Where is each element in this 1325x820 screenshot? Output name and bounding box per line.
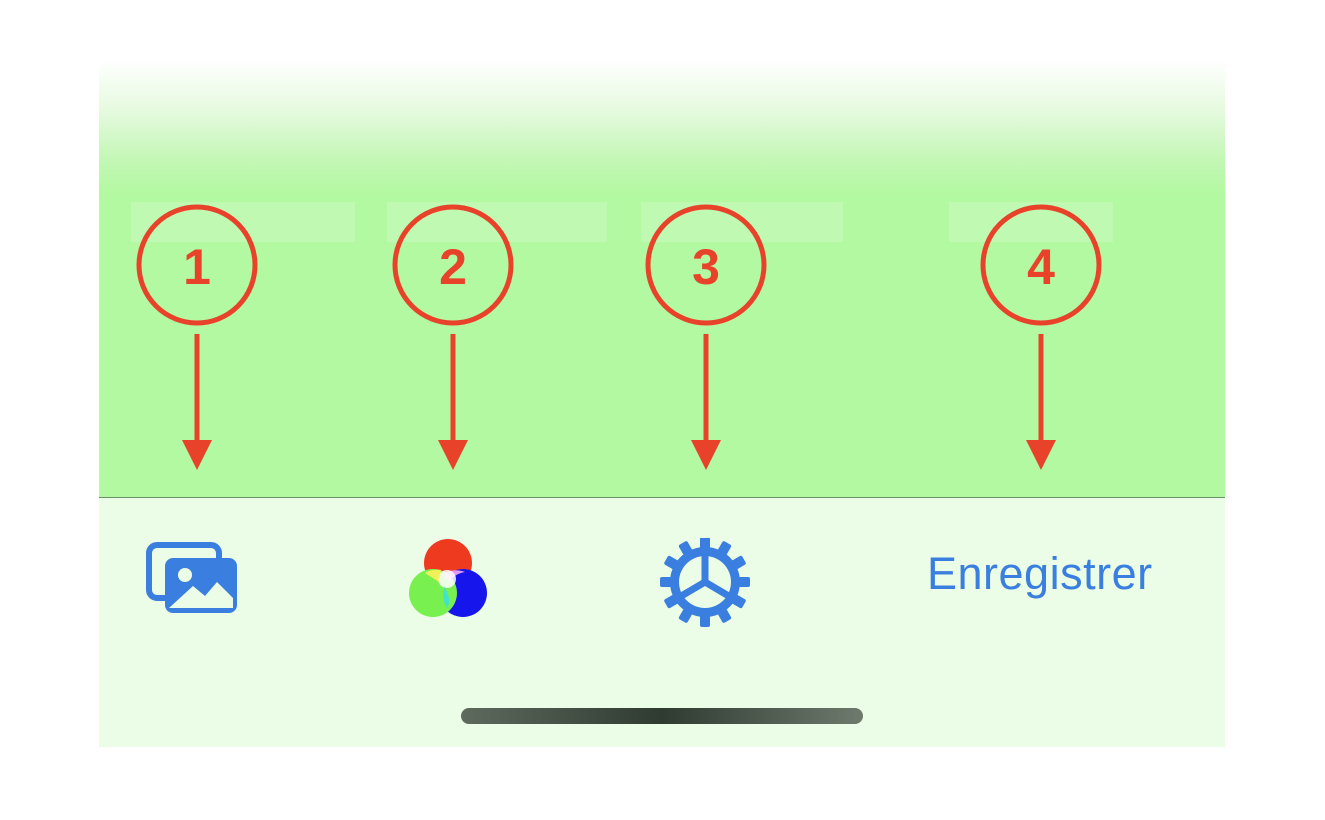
gear-icon — [660, 537, 750, 627]
app-screen: Enregistrer — [99, 60, 1225, 747]
bottom-toolbar: Enregistrer — [99, 497, 1225, 747]
photos-icon — [146, 542, 237, 613]
placeholder-block — [387, 202, 607, 242]
save-button[interactable]: Enregistrer — [927, 548, 1153, 599]
colors-button[interactable] — [405, 538, 489, 622]
content-area — [99, 60, 1225, 497]
color-mixer-icon — [409, 539, 487, 617]
placeholder-block — [949, 202, 1113, 242]
placeholder-block — [131, 202, 355, 242]
placeholder-block — [641, 202, 843, 242]
settings-button[interactable] — [659, 537, 751, 628]
home-indicator[interactable] — [461, 708, 863, 724]
photos-button[interactable] — [145, 538, 239, 616]
